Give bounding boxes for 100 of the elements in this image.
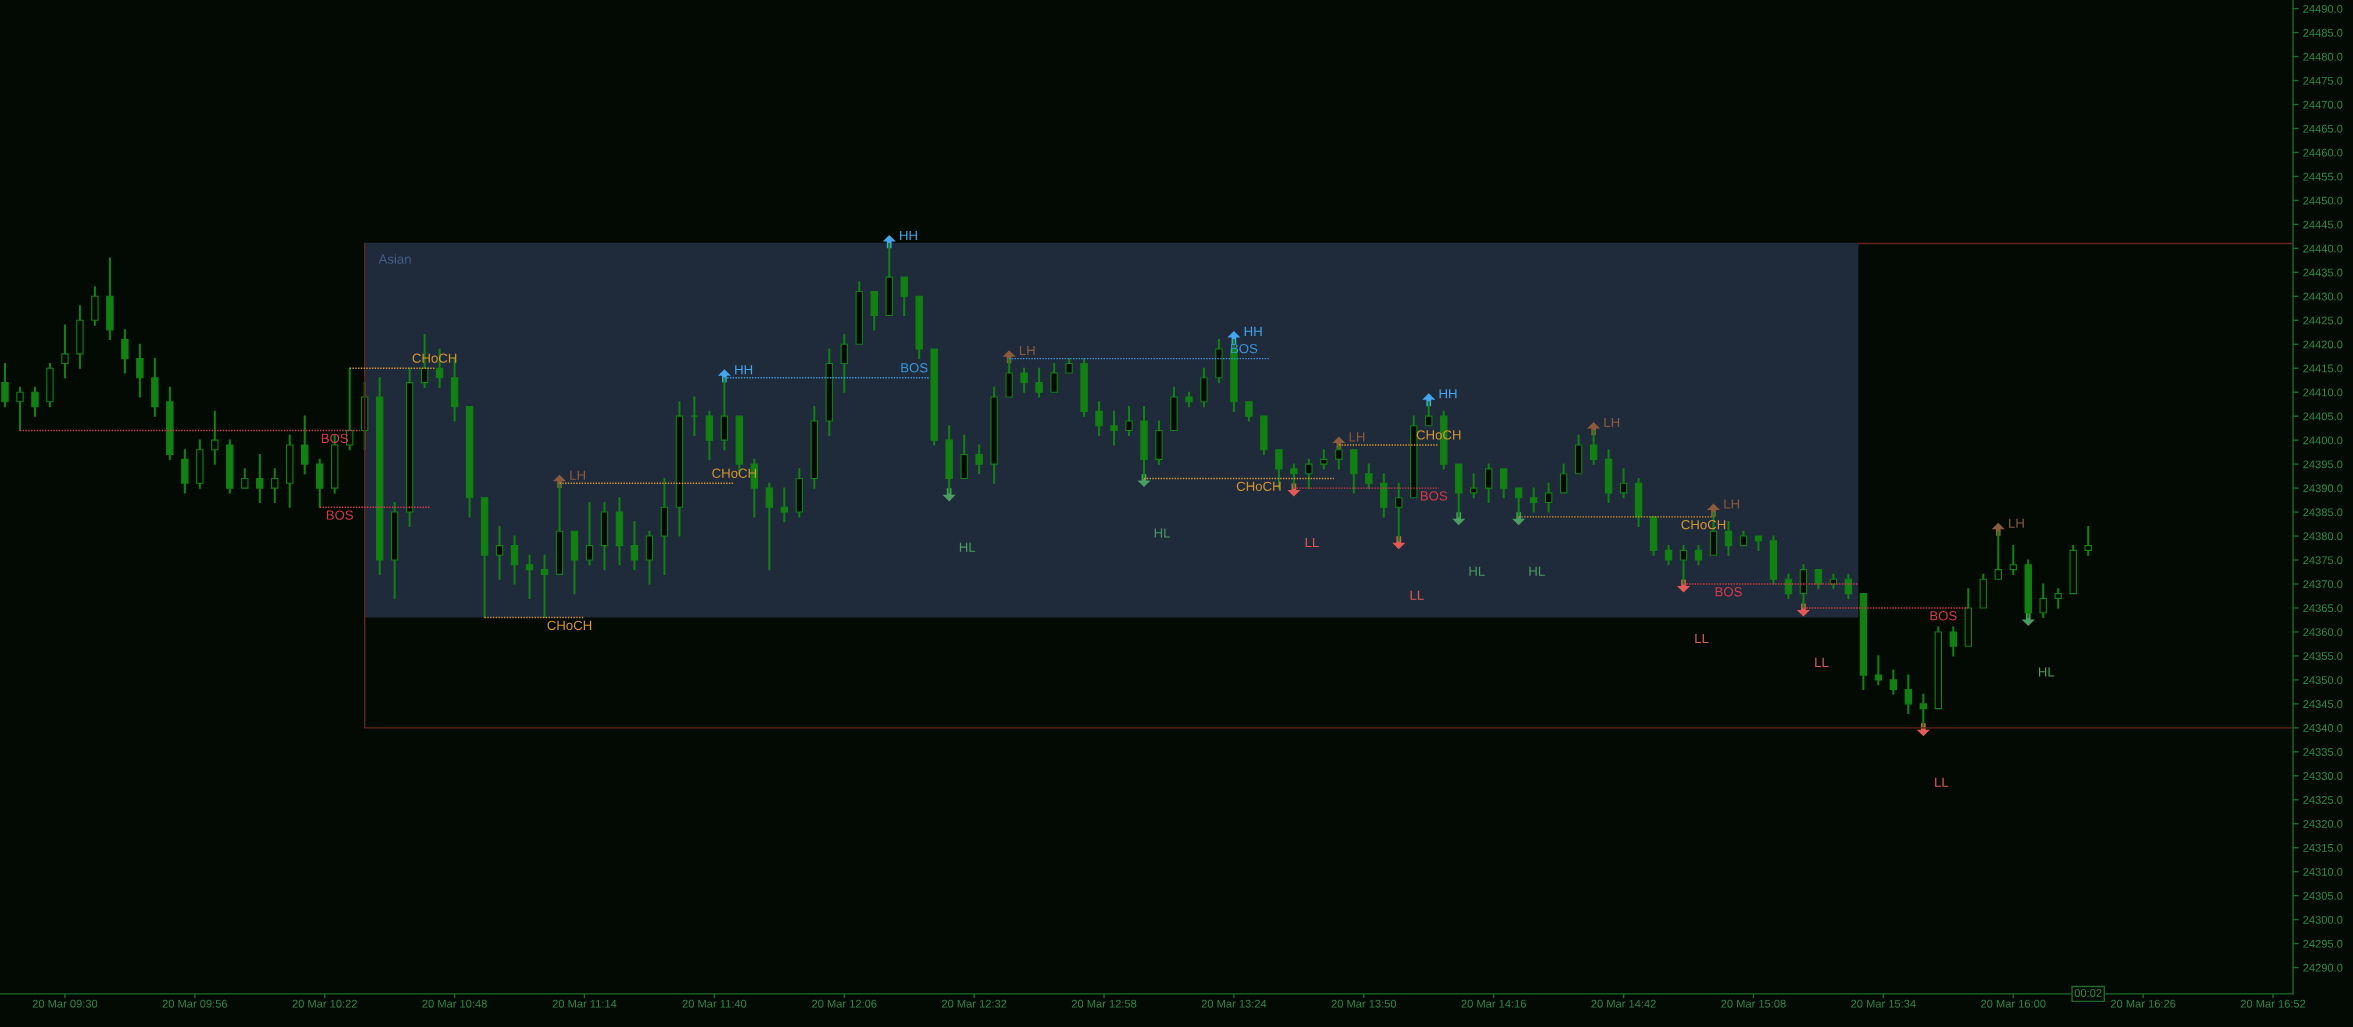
candlestick bbox=[2069, 545, 2077, 595]
candlestick bbox=[900, 276, 908, 317]
y-tick-label: 24335.0 bbox=[2303, 748, 2343, 756]
candlestick bbox=[1245, 401, 1253, 422]
candlestick bbox=[855, 281, 863, 345]
text: HH bbox=[1439, 389, 1457, 399]
candlestick bbox=[780, 487, 789, 523]
candlestick bbox=[91, 286, 99, 326]
candlestick bbox=[1529, 487, 1538, 513]
y-tick-label: 24400.0 bbox=[2303, 436, 2343, 445]
candlestick bbox=[1455, 463, 1463, 518]
candlestick bbox=[630, 521, 639, 571]
y-tick-label: 24450.0 bbox=[2303, 196, 2343, 205]
x-tick-label: 20 Mar 16:52 bbox=[2240, 999, 2306, 1008]
text: LH bbox=[2009, 518, 2024, 528]
y-tick-label: 24340.0 bbox=[2303, 724, 2343, 732]
annotation: CHoCH bbox=[1416, 430, 1461, 440]
candlestick bbox=[1200, 367, 1208, 408]
annotation: BOS bbox=[1231, 343, 1258, 354]
candlestick bbox=[465, 406, 474, 518]
candlestick bbox=[615, 497, 624, 566]
candlestick bbox=[46, 362, 54, 408]
x-tick-label: 20 Mar 13:50 bbox=[1331, 999, 1397, 1008]
candlestick bbox=[1365, 463, 1373, 489]
candlestick bbox=[1934, 626, 1943, 710]
candlestick bbox=[840, 334, 848, 393]
y-tick-label: 24415.0 bbox=[2303, 364, 2343, 373]
text: LL bbox=[1815, 657, 1829, 667]
candlestick bbox=[256, 453, 264, 504]
candlestick bbox=[166, 386, 174, 460]
y-tick-label: 24390.0 bbox=[2303, 484, 2343, 493]
candlestick bbox=[61, 324, 69, 379]
candlestick bbox=[660, 477, 669, 575]
candlestick bbox=[1, 362, 9, 408]
candlestick bbox=[1544, 482, 1553, 513]
candlestick bbox=[2039, 583, 2047, 619]
candlestick bbox=[1724, 521, 1733, 556]
text: LH bbox=[1349, 432, 1365, 442]
text: HH bbox=[900, 230, 917, 241]
candlestick bbox=[106, 257, 114, 341]
y-tick-label: 24370.0 bbox=[2303, 580, 2343, 589]
candlestick bbox=[375, 377, 384, 575]
y-tick-label: 24330.0 bbox=[2303, 772, 2343, 780]
candlestick bbox=[1140, 406, 1148, 480]
annotation: BOS bbox=[1715, 587, 1742, 597]
candlestick bbox=[1410, 415, 1418, 499]
annotation: 00:02 bbox=[2074, 989, 2102, 997]
candlestick bbox=[1290, 463, 1298, 489]
y-tick-label: 24490.0 bbox=[2303, 4, 2343, 13]
x-tick-label: 20 Mar 14:42 bbox=[1591, 999, 1656, 1008]
y-tick-label: 24430.0 bbox=[2303, 292, 2343, 301]
text: LL bbox=[1695, 633, 1709, 643]
x-tick-label: 20 Mar 09:30 bbox=[32, 999, 98, 1008]
y-tick-label: 24365.0 bbox=[2303, 604, 2343, 613]
y-tick-label: 24470.0 bbox=[2303, 100, 2343, 109]
y-tick-label: 24465.0 bbox=[2303, 124, 2343, 133]
candlestick bbox=[720, 377, 729, 451]
y-tick-label: 24385.0 bbox=[2303, 508, 2343, 517]
candlestick bbox=[196, 439, 204, 489]
candlestick bbox=[1604, 449, 1613, 504]
candlestick bbox=[390, 501, 399, 599]
text: LL bbox=[1305, 537, 1319, 548]
y-tick-label: 24320.0 bbox=[2303, 819, 2343, 828]
candlestick bbox=[1769, 535, 1778, 585]
y-tick-label: 24435.0 bbox=[2303, 268, 2343, 277]
candlestick bbox=[960, 434, 968, 480]
annotation: BOS bbox=[901, 363, 928, 373]
candlestick bbox=[690, 396, 699, 436]
y-tick-label: 24375.0 bbox=[2303, 556, 2343, 565]
candlestick bbox=[121, 329, 129, 374]
candlestick bbox=[480, 497, 489, 619]
y-tick-label: 24325.0 bbox=[2303, 796, 2343, 804]
candlestick bbox=[1335, 444, 1343, 470]
y-tick-label: 24410.0 bbox=[2303, 388, 2343, 397]
candlestick bbox=[31, 386, 39, 417]
y-tick-label: 24305.0 bbox=[2303, 891, 2343, 900]
x-tick-label: 20 Mar 15:34 bbox=[1851, 999, 1916, 1008]
candlestick bbox=[405, 367, 414, 528]
y-tick-label: 24485.0 bbox=[2303, 28, 2343, 37]
x-tick-label: 20 Mar 12:06 bbox=[812, 999, 877, 1008]
x-tick-label: 20 Mar 14:16 bbox=[1461, 999, 1526, 1008]
candlestick bbox=[1305, 458, 1313, 489]
candlestick bbox=[1350, 449, 1358, 494]
annotation: CHoCH bbox=[1236, 481, 1281, 491]
y-tick-label: 24460.0 bbox=[2303, 148, 2343, 157]
text: LH bbox=[1724, 499, 1740, 509]
candlestick bbox=[1320, 449, 1328, 470]
candlestick bbox=[540, 554, 549, 619]
candlestick bbox=[1170, 386, 1178, 432]
y-tick-label: 24440.0 bbox=[2303, 244, 2343, 253]
candlestick bbox=[1080, 358, 1088, 417]
x-tick-label: 20 Mar 12:58 bbox=[1071, 999, 1137, 1008]
y-tick-label: 24355.0 bbox=[2303, 652, 2343, 661]
candlestick bbox=[1859, 593, 1868, 691]
text: HL bbox=[1469, 566, 1485, 576]
y-tick-label: 24425.0 bbox=[2303, 316, 2343, 325]
candlestick bbox=[1484, 463, 1493, 504]
candlestick bbox=[1514, 487, 1523, 518]
candlestick bbox=[1470, 473, 1478, 499]
text: LH bbox=[570, 470, 586, 480]
